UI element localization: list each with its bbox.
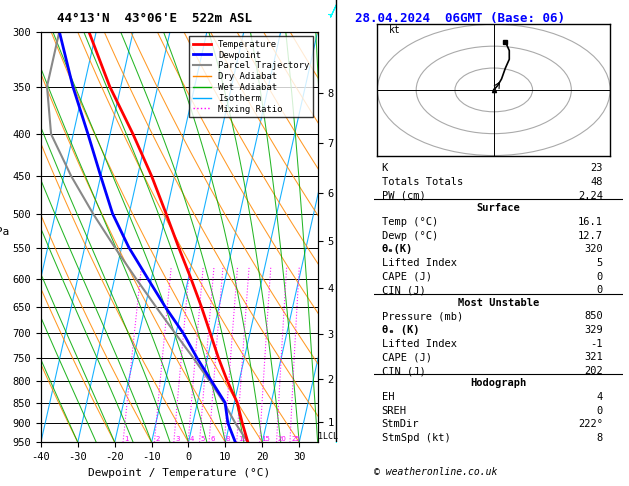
Text: CIN (J): CIN (J) xyxy=(382,285,425,295)
Text: CIN (J): CIN (J) xyxy=(382,366,425,376)
Text: Pressure (mb): Pressure (mb) xyxy=(382,312,463,321)
Text: SREH: SREH xyxy=(382,406,407,416)
Text: 6: 6 xyxy=(210,436,214,442)
Text: EH: EH xyxy=(382,392,394,402)
Text: 1: 1 xyxy=(124,436,129,442)
Text: 329: 329 xyxy=(584,325,603,335)
Text: StmDir: StmDir xyxy=(382,419,419,430)
Text: 15: 15 xyxy=(261,436,270,442)
Text: 2.24: 2.24 xyxy=(578,191,603,201)
Text: Lifted Index: Lifted Index xyxy=(382,258,457,268)
Text: 5: 5 xyxy=(596,258,603,268)
Text: 0: 0 xyxy=(596,406,603,416)
Text: Most Unstable: Most Unstable xyxy=(458,297,539,308)
Text: © weatheronline.co.uk: © weatheronline.co.uk xyxy=(374,467,498,477)
Text: Surface: Surface xyxy=(477,203,520,213)
Text: K: K xyxy=(382,163,388,174)
Text: 1LCL: 1LCL xyxy=(318,432,338,441)
Text: 28.04.2024  06GMT (Base: 06): 28.04.2024 06GMT (Base: 06) xyxy=(355,12,565,25)
Text: -1: -1 xyxy=(591,339,603,348)
Text: 222°: 222° xyxy=(578,419,603,430)
Text: 23: 23 xyxy=(591,163,603,174)
Text: Temp (°C): Temp (°C) xyxy=(382,217,438,227)
Text: θₑ(K): θₑ(K) xyxy=(382,244,413,254)
Text: 4: 4 xyxy=(596,392,603,402)
Text: 0: 0 xyxy=(596,272,603,281)
Text: 320: 320 xyxy=(584,244,603,254)
Text: Totals Totals: Totals Totals xyxy=(382,177,463,187)
Text: Dewp (°C): Dewp (°C) xyxy=(382,230,438,241)
Text: 5: 5 xyxy=(201,436,205,442)
Text: 44°13'N  43°06'E  522m ASL: 44°13'N 43°06'E 522m ASL xyxy=(57,12,252,25)
Text: CAPE (J): CAPE (J) xyxy=(382,272,431,281)
Text: 8: 8 xyxy=(226,436,230,442)
Legend: Temperature, Dewpoint, Parcel Trajectory, Dry Adiabat, Wet Adiabat, Isotherm, Mi: Temperature, Dewpoint, Parcel Trajectory… xyxy=(189,36,313,117)
Text: 10: 10 xyxy=(238,436,247,442)
Y-axis label: hPa: hPa xyxy=(0,227,9,237)
Text: 12.7: 12.7 xyxy=(578,230,603,241)
Text: 8: 8 xyxy=(596,433,603,443)
Text: PW (cm): PW (cm) xyxy=(382,191,425,201)
Text: 25: 25 xyxy=(291,436,300,442)
Text: 20: 20 xyxy=(277,436,287,442)
Text: 3: 3 xyxy=(175,436,179,442)
Text: 48: 48 xyxy=(591,177,603,187)
Text: CAPE (J): CAPE (J) xyxy=(382,352,431,363)
Text: StmSpd (kt): StmSpd (kt) xyxy=(382,433,450,443)
Text: kt: kt xyxy=(389,25,401,35)
Text: Lifted Index: Lifted Index xyxy=(382,339,457,348)
Text: 0: 0 xyxy=(596,285,603,295)
Text: 16.1: 16.1 xyxy=(578,217,603,227)
X-axis label: Dewpoint / Temperature (°C): Dewpoint / Temperature (°C) xyxy=(88,468,270,478)
Text: θₑ (K): θₑ (K) xyxy=(382,325,419,335)
Text: 850: 850 xyxy=(584,312,603,321)
Text: 4: 4 xyxy=(189,436,194,442)
Text: 2: 2 xyxy=(155,436,160,442)
Text: 321: 321 xyxy=(584,352,603,363)
Text: 202: 202 xyxy=(584,366,603,376)
Text: Hodograph: Hodograph xyxy=(470,379,526,388)
